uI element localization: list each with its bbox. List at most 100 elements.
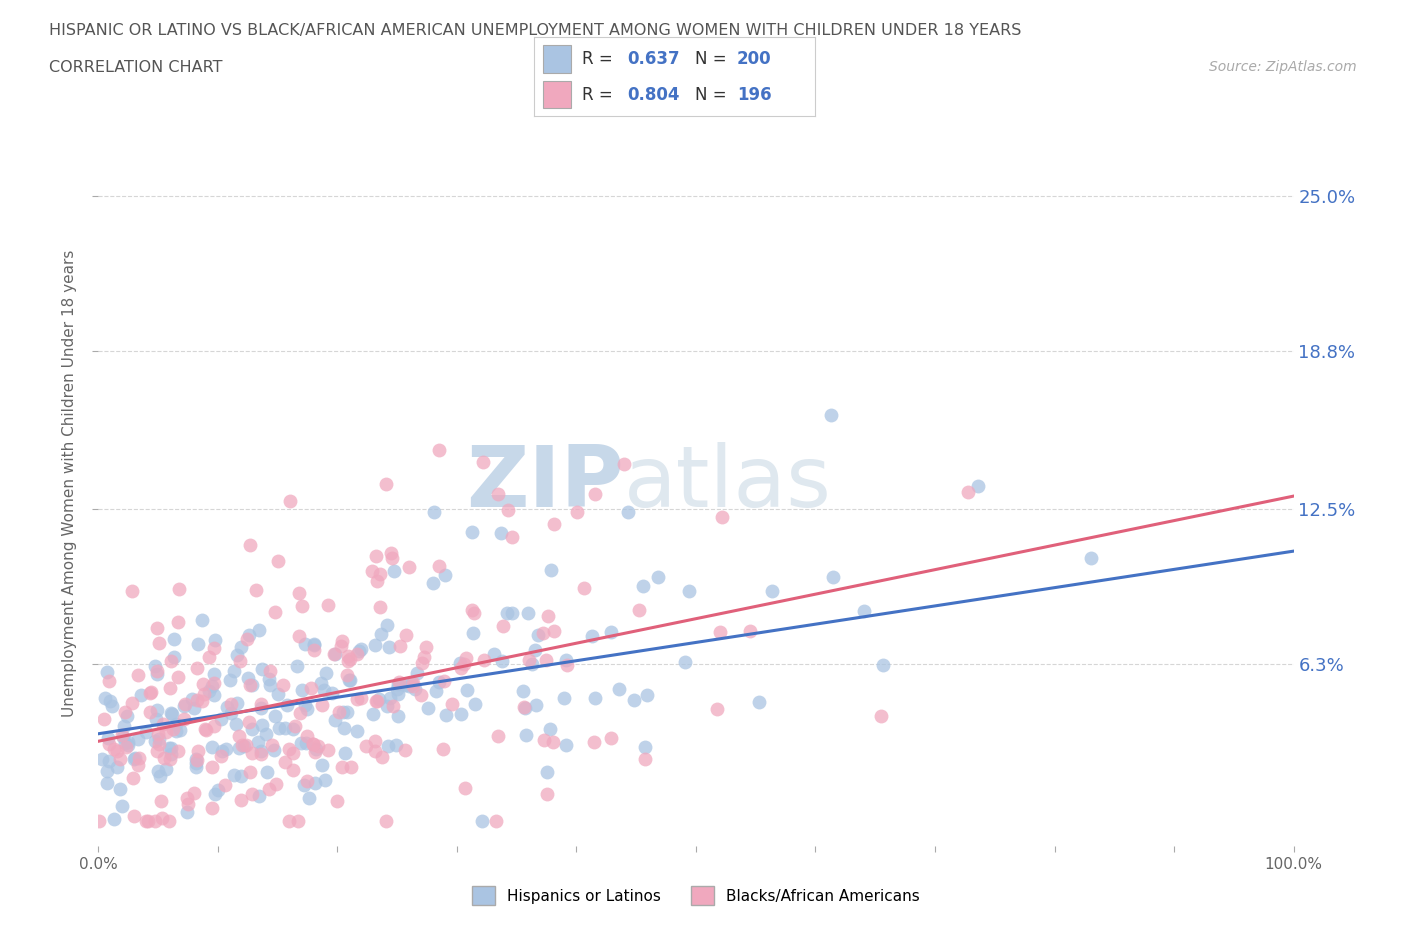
- Point: [565, 504, 588, 519]
- Point: [463, 626, 485, 641]
- Point: [146, 743, 169, 758]
- Point: [145, 711, 167, 726]
- Point: [485, 814, 508, 829]
- Point: [276, 698, 298, 712]
- Point: [321, 685, 343, 700]
- Point: [461, 525, 484, 539]
- Point: [375, 618, 398, 632]
- Point: [204, 632, 226, 647]
- Point: [273, 754, 295, 769]
- Point: [322, 647, 344, 662]
- Point: [202, 718, 225, 733]
- Point: [339, 672, 361, 687]
- Point: [491, 653, 513, 668]
- Point: [186, 660, 208, 675]
- Point: [93, 711, 115, 726]
- Point: [416, 700, 439, 715]
- Point: [124, 751, 146, 765]
- Point: [316, 597, 339, 612]
- Point: [302, 737, 325, 751]
- Point: [239, 678, 262, 693]
- Point: [97, 673, 120, 688]
- Point: [636, 688, 658, 703]
- Point: [176, 804, 198, 819]
- Point: [173, 697, 195, 711]
- Point: [495, 605, 517, 620]
- Point: [678, 583, 700, 598]
- Point: [517, 652, 540, 667]
- Point: [159, 654, 181, 669]
- Point: [371, 750, 394, 764]
- Point: [97, 730, 120, 745]
- Point: [311, 758, 333, 773]
- Point: [454, 780, 477, 795]
- Point: [236, 631, 259, 646]
- Point: [384, 564, 406, 578]
- Point: [267, 686, 290, 701]
- Point: [232, 738, 254, 753]
- Point: [201, 760, 224, 775]
- Point: [240, 787, 263, 802]
- Point: [377, 640, 399, 655]
- Point: [398, 678, 420, 693]
- Point: [207, 782, 229, 797]
- Point: [486, 486, 509, 501]
- Point: [304, 776, 326, 790]
- Point: [96, 665, 118, 680]
- Point: [184, 759, 207, 774]
- Point: [600, 731, 623, 746]
- Text: 196: 196: [737, 86, 772, 103]
- Point: [165, 724, 187, 738]
- Point: [250, 717, 273, 732]
- Point: [138, 685, 160, 700]
- Point: [117, 709, 139, 724]
- Point: [202, 676, 225, 691]
- Point: [385, 682, 408, 697]
- Point: [307, 738, 329, 753]
- Point: [263, 709, 285, 724]
- Point: [295, 736, 318, 751]
- Point: [209, 711, 232, 726]
- Point: [304, 643, 326, 658]
- Point: [368, 600, 391, 615]
- Point: [537, 609, 560, 624]
- Point: [413, 649, 436, 664]
- Point: [347, 644, 370, 658]
- Point: [240, 722, 263, 737]
- Point: [524, 698, 547, 713]
- Point: [377, 738, 399, 753]
- Point: [299, 681, 322, 696]
- Point: [186, 755, 208, 770]
- Point: [302, 638, 325, 653]
- Point: [167, 670, 190, 684]
- Point: [738, 624, 761, 639]
- Point: [238, 671, 260, 685]
- Point: [229, 639, 252, 654]
- Point: [453, 657, 475, 671]
- Point: [336, 668, 359, 683]
- Point: [274, 721, 297, 736]
- Point: [214, 777, 236, 792]
- Point: [336, 649, 359, 664]
- Point: [186, 751, 208, 766]
- Point: [246, 735, 269, 750]
- Point: [181, 692, 204, 707]
- Point: [277, 814, 299, 829]
- Point: [122, 751, 145, 766]
- Point: [456, 683, 478, 698]
- Point: [496, 503, 519, 518]
- Point: [354, 738, 377, 753]
- Point: [150, 793, 173, 808]
- Point: [761, 584, 783, 599]
- Point: [292, 777, 315, 792]
- Point: [486, 728, 509, 743]
- Point: [204, 787, 226, 802]
- Point: [159, 814, 181, 829]
- Point: [527, 628, 550, 643]
- Point: [647, 569, 669, 584]
- Point: [250, 661, 273, 676]
- Text: 200: 200: [737, 50, 772, 68]
- Point: [145, 620, 167, 635]
- Point: [186, 752, 208, 767]
- Point: [304, 745, 326, 760]
